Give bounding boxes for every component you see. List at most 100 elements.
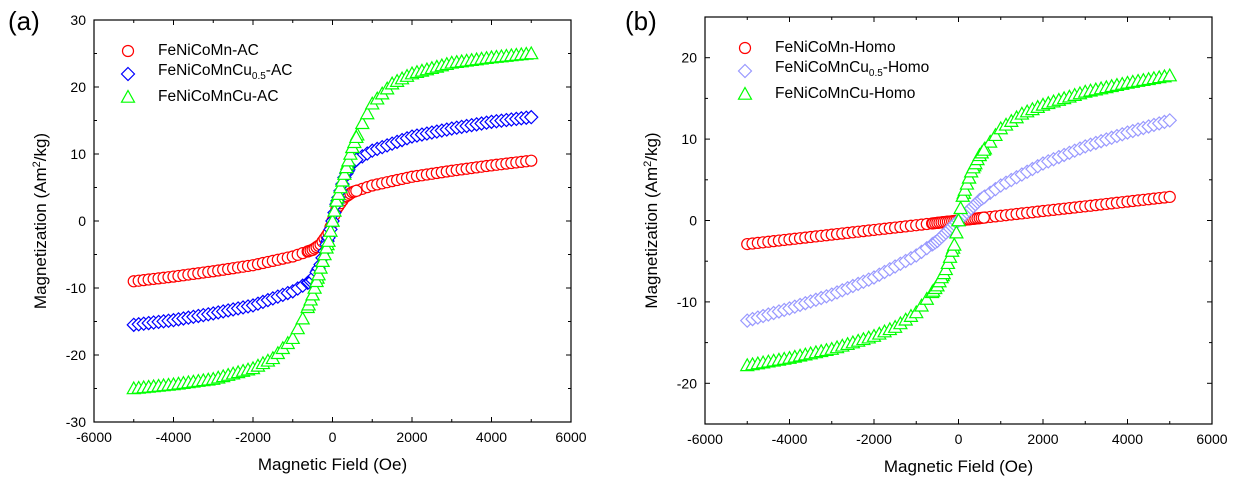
data-point [977, 211, 990, 224]
legend-marker-diamond [120, 66, 136, 82]
x-tick-label: 0 [329, 429, 337, 445]
x-axis-title: Magnetic Field (Oe) [884, 457, 1033, 476]
data-point [326, 203, 343, 217]
data-point [305, 286, 321, 301]
data-point [307, 280, 323, 294]
data-point [285, 330, 301, 345]
data-point [908, 304, 924, 319]
x-tick-label: 2000 [396, 429, 427, 445]
y-tick-label: -10 [66, 280, 86, 296]
y-axis-title: Magnetization (Am2/kg) [31, 133, 50, 309]
legend-item: FeNiCoMnCu0.5-Homo [737, 59, 929, 82]
legend-label: FeNiCoMnCu0.5-Homo [775, 58, 930, 80]
legend-item: FeNiCoMn-AC [120, 39, 293, 62]
legend-label: FeNiCoMnCu-Homo [775, 85, 916, 102]
data-point [322, 223, 339, 237]
legend-marker-triangle [737, 85, 753, 102]
data-point [914, 298, 930, 312]
y-tick-label: 0 [689, 213, 697, 229]
legend-item: FeNiCoMnCu-Homo [737, 82, 929, 105]
y-tick-label: 20 [681, 50, 697, 66]
x-tick-label: 6000 [555, 429, 586, 445]
data-point [525, 154, 538, 167]
y-tick-label: 30 [70, 12, 86, 28]
data-point [523, 45, 539, 60]
y-tick-label: -10 [677, 294, 697, 310]
legend-marker-shape [120, 66, 136, 81]
data-point [359, 105, 375, 120]
x-tick-label: 0 [955, 431, 963, 447]
data-point [328, 193, 344, 207]
data-point [976, 142, 992, 156]
data-point [342, 146, 358, 160]
legend-item: FeNiCoMnCu-AC [120, 85, 293, 108]
legend-item: FeNiCoMn-Homo [737, 36, 929, 59]
legend-label: FeNiCoMn-AC [158, 42, 259, 59]
legend-marker-shape [737, 63, 753, 78]
legend-b: FeNiCoMn-Homo FeNiCoMnCu0.5-Homo FeNiCoMnC… [737, 36, 929, 105]
y-tick-label: -20 [677, 375, 697, 391]
data-point [313, 260, 329, 274]
x-axis-title: Magnetic Field (Oe) [258, 455, 407, 474]
legend-label: FeNiCoMnCu-AC [158, 88, 279, 105]
x-tick-label: -2000 [235, 429, 271, 445]
data-point [1163, 190, 1176, 204]
x-tick-label: -4000 [772, 431, 808, 447]
x-tick-label: 2000 [1027, 431, 1058, 447]
legend-marker-shape [737, 85, 753, 100]
legend-marker-shape [120, 88, 136, 103]
x-tick-label: -6000 [76, 429, 112, 445]
data-point [309, 273, 325, 288]
chart-a-svg: -6000 -4000 -2000 0 2000 4000 6000 -30 -20 -10 0 10… [31, 12, 587, 474]
data-point [317, 246, 333, 261]
data-point [1162, 67, 1178, 82]
x-tick-label: -4000 [156, 429, 192, 445]
legend-marker-circle [737, 40, 753, 56]
x-tick-label: 6000 [1196, 431, 1227, 447]
data-point [319, 240, 335, 254]
chart-panel-a: (a) -6000 -4000 -2000 0 2000 4000 6000 -30 -20 -1… [8, 6, 587, 474]
series-2-markers [739, 113, 1178, 328]
legend-item: FeNiCoMnCu0.5-AC [120, 62, 293, 85]
series-3-markers [739, 67, 1178, 372]
panel-label-a: (a) [8, 6, 40, 36]
data-point [311, 266, 327, 281]
legend-marker-shape [738, 41, 752, 54]
data-point [523, 109, 539, 125]
legend-marker-circle [120, 43, 136, 59]
data-point [295, 310, 311, 325]
y-tick-label: -30 [66, 414, 86, 430]
data-point [290, 320, 306, 335]
legend-label: FeNiCoMnCu0.5-AC [158, 61, 293, 83]
data-point [1162, 113, 1178, 128]
data-point [336, 166, 352, 180]
data-point [953, 200, 969, 215]
data-point [348, 129, 364, 144]
data-point [950, 212, 967, 227]
data-point [987, 127, 1003, 142]
data-point [976, 189, 992, 205]
data-point [324, 213, 341, 227]
data-point [982, 134, 998, 148]
x-tick-label: 4000 [476, 429, 507, 445]
y-tick-label: 0 [78, 213, 86, 229]
legend-marker-triangle [120, 88, 136, 105]
x-tick-label: -2000 [856, 431, 892, 447]
data-point [315, 253, 331, 267]
data-point [338, 159, 354, 174]
data-point [321, 233, 337, 247]
data-point [330, 186, 346, 200]
series-1-markers [741, 190, 1176, 251]
data-point [919, 291, 935, 305]
data-point [334, 173, 350, 187]
legend-marker-diamond [737, 63, 753, 79]
data-point [948, 224, 964, 239]
chart-panel-b: (b) -6000 -4000 -2000 0 2000 4000 6000 -20 -10 0 1… [617, 0, 1234, 485]
data-point [354, 115, 370, 130]
x-tick-label: 4000 [1112, 431, 1143, 447]
legend-marker-shape [121, 44, 135, 57]
data-point [332, 179, 348, 194]
chart-b-svg: -6000 -4000 -2000 0 2000 4000 6000 -20 -10 0 10 20 M… [642, 16, 1228, 476]
y-tick-label: 10 [681, 131, 697, 147]
panel-label-b: (b) [625, 6, 657, 36]
